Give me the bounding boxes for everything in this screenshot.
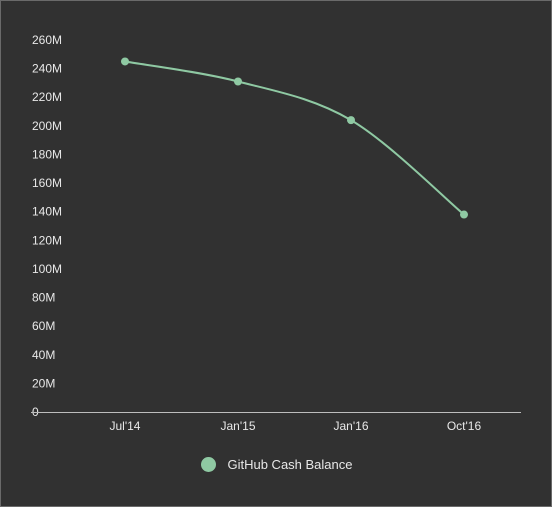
x-tick-label: Oct'16 xyxy=(447,419,482,433)
data-point[interactable] xyxy=(121,57,129,66)
x-tick-label: Jan'15 xyxy=(221,419,256,433)
data-point[interactable] xyxy=(460,210,468,219)
x-tick-label: Jul'14 xyxy=(110,419,141,433)
y-tick-label: 200M xyxy=(32,119,62,133)
series-layer xyxy=(121,57,468,219)
y-tick-label: 260M xyxy=(32,33,62,47)
legend-label: GitHub Cash Balance xyxy=(227,457,353,472)
y-axis-ticks: 020M40M60M80M100M120M140M160M180M200M220… xyxy=(32,33,62,419)
y-tick-label: 220M xyxy=(32,90,62,104)
series-line xyxy=(124,60,465,216)
y-tick-label: 60M xyxy=(32,319,55,333)
y-tick-label: 80M xyxy=(32,291,55,305)
legend-swatch-icon xyxy=(201,457,217,472)
y-tick-label: 240M xyxy=(32,62,62,76)
y-tick-label: 40M xyxy=(32,348,55,362)
y-tick-label: 20M xyxy=(32,376,55,390)
y-tick-label: 140M xyxy=(32,205,62,219)
y-tick-label: 160M xyxy=(32,176,62,190)
y-tick-label: 120M xyxy=(32,233,62,247)
y-tick-label: 180M xyxy=(32,147,62,161)
x-tick-label: Jan'16 xyxy=(334,419,369,433)
y-tick-label: 100M xyxy=(32,262,62,276)
data-point[interactable] xyxy=(347,116,355,125)
data-point[interactable] xyxy=(234,77,242,86)
x-axis-ticks: Jul'14 Jan'15 Jan'16 Oct'16 xyxy=(110,419,482,433)
legend[interactable]: GitHub Cash Balance xyxy=(1,457,552,472)
